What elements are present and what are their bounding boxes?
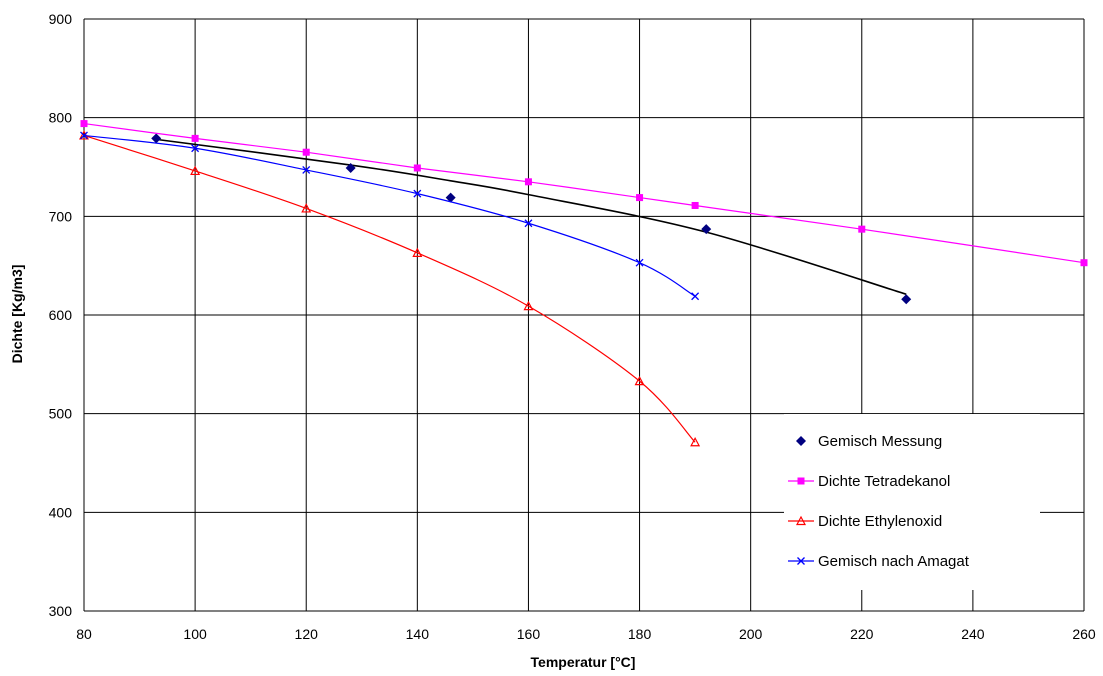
- series-0: [151, 133, 912, 305]
- data-point: [413, 189, 422, 198]
- x-tick-label: 80: [76, 626, 92, 642]
- x-tick-label: 160: [517, 626, 541, 642]
- y-tick-label: 800: [49, 110, 73, 126]
- y-tick-label: 600: [49, 307, 73, 323]
- legend-label: Gemisch Messung: [818, 433, 942, 450]
- data-point: [691, 201, 699, 209]
- data-point: [302, 166, 311, 174]
- legend-marker: [796, 436, 806, 446]
- data-point: [634, 375, 645, 386]
- data-point: [445, 192, 456, 203]
- data-point: [80, 120, 88, 128]
- data-point: [301, 203, 312, 213]
- y-tick-label: 900: [49, 11, 73, 27]
- x-tick-label: 240: [961, 626, 985, 642]
- y-tick-label: 500: [49, 406, 73, 422]
- data-point: [524, 178, 532, 186]
- legend-label: Gemisch nach Amagat: [818, 553, 970, 570]
- data-point: [190, 165, 201, 176]
- data-point: [701, 224, 712, 235]
- data-point: [858, 225, 866, 233]
- legend-marker: [797, 477, 805, 485]
- series-line: [83, 134, 696, 443]
- data-point: [635, 258, 644, 267]
- x-tick-label: 260: [1072, 626, 1096, 642]
- legend-item: Dichte Ethylenoxid: [788, 513, 942, 530]
- x-tick-label: 200: [739, 626, 763, 642]
- grid: [83, 18, 1085, 612]
- data-point: [413, 164, 421, 172]
- legend-label: Dichte Tetradekanol: [818, 473, 950, 490]
- data-point: [523, 300, 534, 311]
- axes: 80 100 120 140 160 180 200 220 240 260 300 400 500 60…: [49, 11, 1096, 642]
- trendline: [156, 138, 907, 296]
- legend-marker: [796, 515, 806, 526]
- y-tick-label: 400: [49, 504, 73, 520]
- x-tick-label: 180: [628, 626, 652, 642]
- series-1: [80, 120, 1088, 267]
- data-point: [345, 162, 356, 173]
- legend: Gemisch Messung Dichte Tetradekanol Dichte…: [784, 414, 1040, 590]
- data-point: [302, 148, 310, 156]
- legend-label: Dichte Ethylenoxid: [818, 513, 942, 530]
- y-tick-label: 700: [49, 208, 73, 224]
- data-point: [524, 219, 533, 228]
- data-point: [901, 294, 912, 305]
- data-point: [191, 134, 199, 142]
- data-point: [1080, 259, 1088, 267]
- y-axis-title: Dichte [Kg/m3]: [9, 265, 25, 364]
- x-tick-label: 100: [183, 626, 207, 642]
- series-layer: [79, 120, 1088, 447]
- data-point: [191, 144, 200, 153]
- data-point: [690, 437, 701, 447]
- data-point: [151, 133, 162, 144]
- legend-marker: [797, 557, 805, 565]
- legend-item: Dichte Tetradekanol: [788, 473, 950, 490]
- legend-box: [784, 414, 1040, 590]
- x-tick-label: 140: [406, 626, 430, 642]
- legend-item: Gemisch nach Amagat: [788, 553, 970, 570]
- data-point: [636, 194, 644, 202]
- data-point: [412, 247, 423, 257]
- x-tick-label: 220: [850, 626, 874, 642]
- legend-item: Gemisch Messung: [796, 433, 942, 450]
- data-point: [80, 131, 88, 140]
- x-tick-label: 120: [295, 626, 319, 642]
- series-2: [79, 130, 701, 447]
- x-axis-title: Temperatur [°C]: [531, 654, 636, 670]
- y-tick-label: 300: [49, 603, 73, 619]
- data-point: [691, 292, 700, 301]
- series-3: [80, 131, 700, 301]
